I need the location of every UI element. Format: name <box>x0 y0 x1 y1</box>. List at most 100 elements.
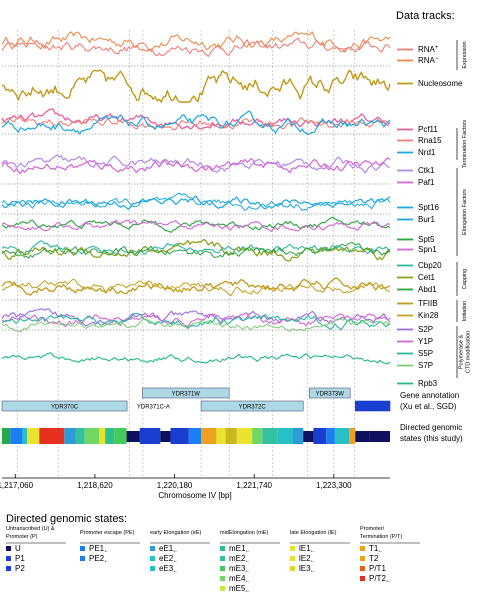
state-segment-12 <box>139 428 161 444</box>
gene-label-ydr373w: YDR373W <box>316 392 345 398</box>
state-swatch-me2 <box>220 556 225 561</box>
track-s2p-line <box>1 308 391 327</box>
category-label-0: Expression <box>462 41 468 68</box>
legend-label-s7p: S7P <box>418 361 433 370</box>
gene-annotation-label-0: Gene annotation <box>400 391 459 400</box>
gene-box-ydr370c <box>1 400 128 412</box>
state-segment-27 <box>334 428 350 444</box>
track-rpb3-line <box>1 352 391 365</box>
state-segment-19 <box>236 428 253 444</box>
legend-label-nrd1: Nrd1 <box>418 148 436 157</box>
track-spt5-line <box>1 216 391 233</box>
state-swatch-p1 <box>6 556 11 561</box>
state-segment-26 <box>326 428 335 444</box>
gene-box-unlabeled <box>354 400 391 412</box>
track-bur1-line <box>1 192 391 211</box>
state-label-ee1: eE1+- <box>159 544 178 554</box>
state-segment-15 <box>188 428 202 444</box>
state-segment-17 <box>216 428 226 444</box>
state-swatch-me1 <box>220 546 225 551</box>
track-cet1-line <box>1 238 391 262</box>
x-tick-label-4: 1,223,300 <box>316 481 352 490</box>
state-swatch-pe2 <box>80 556 85 561</box>
legend-label-paf1: Paf1 <box>418 178 435 187</box>
state-swatch-p/t2 <box>360 576 365 581</box>
category-label-5: Polymerase & <box>459 335 465 370</box>
state-segment-13 <box>160 431 171 442</box>
legend-label-pcf11: Pcf11 <box>418 125 438 134</box>
state-swatch-me3 <box>220 566 225 571</box>
x-tick-label-1: 1,218,620 <box>77 481 113 490</box>
gene-label-ydr371w: YDR371W <box>172 392 201 398</box>
track-rna15-line <box>1 116 391 131</box>
state-swatch-u <box>6 546 11 551</box>
gene-label-ydr370c: YDR370C <box>51 405 79 411</box>
state-segment-24 <box>303 431 314 442</box>
track-nucleosome-line <box>1 69 391 103</box>
gene-box-ydr373w <box>309 387 351 399</box>
states-label-0: Directed genomic <box>400 423 462 432</box>
legend-label-nucleosome: Nucleosome <box>418 79 463 88</box>
legend-label-spt5: Spt5 <box>418 235 435 244</box>
gene-label-ydr371c-a: YDR371C-A <box>137 405 170 411</box>
category-label-2: Elongation Factors <box>462 189 468 235</box>
legend-label-cbp20: Cbp20 <box>418 261 442 270</box>
state-label-me5: mE5+- <box>229 584 250 594</box>
state-segment-22 <box>277 428 293 444</box>
state-label-p2: P2 <box>15 564 25 573</box>
category-label-3: Capping <box>462 269 468 290</box>
x-axis: Chromosome IV [bp] 1,217,060 1,218,620 1,2… <box>0 474 390 500</box>
x-tick-label-2: 1,220,180 <box>157 481 193 490</box>
state-label-pe2: PE2+- <box>89 554 108 564</box>
state-label-p/t2: P/T2+- <box>369 574 390 584</box>
legend-label-s2p: S2P <box>418 325 433 334</box>
track-nrd1-line <box>1 110 391 135</box>
state-segment-10 <box>114 428 127 444</box>
directed-states-title: Directed genomic states: <box>6 513 127 525</box>
state-group-heading-2: early Elongation (eE) <box>150 530 202 536</box>
legend-label-y1p: Y1P <box>418 337 433 346</box>
state-label-ee2: eE2+- <box>159 554 178 564</box>
x-tick-label-0: 1,217,060 <box>0 481 34 490</box>
gene-label-ydr372c: YDR372C <box>239 405 267 411</box>
gene-box-ydr371w <box>142 387 230 399</box>
track-abd1-line <box>1 242 391 259</box>
state-swatch-t2 <box>360 556 365 561</box>
legend-label-s5p: S5P <box>418 349 433 358</box>
state-swatch-le3 <box>290 566 295 571</box>
state-label-le3: lE3+- <box>299 564 315 574</box>
state-group-heading-0: Untranscribed (U) & <box>6 526 55 532</box>
state-swatch-ee1 <box>150 546 155 551</box>
track-kin28-line <box>1 278 391 297</box>
state-segment-9 <box>105 428 115 444</box>
state-segment-11 <box>126 431 140 442</box>
state-label-pe1: PE1+- <box>89 544 108 554</box>
track-s5p-line <box>1 312 391 331</box>
state-segment-0 <box>2 428 11 444</box>
legend-label-ctk1: Ctk1 <box>418 166 435 175</box>
legend-label-abd1: Abd1 <box>418 285 437 294</box>
legend-label-rna: RNA+ <box>418 45 439 54</box>
state-segment-18 <box>225 428 237 444</box>
state-label-p/t1: P/T1 <box>369 564 386 573</box>
legend-label-cet1: Cet1 <box>418 273 435 282</box>
state-label-me4: mE4+- <box>229 574 250 584</box>
category-label-5: CTD modification <box>466 331 472 373</box>
track-rna-minus-line <box>1 31 391 53</box>
state-label-p1: P1 <box>15 554 25 563</box>
state-swatch-le2 <box>290 556 295 561</box>
state-segment-23 <box>293 428 304 444</box>
state-swatch-ee3 <box>150 566 155 571</box>
state-swatch-p/t1 <box>360 566 365 571</box>
state-segment-28 <box>349 428 356 444</box>
state-swatch-p2 <box>6 566 11 571</box>
state-swatch-me4 <box>220 576 225 581</box>
state-segment-3 <box>27 428 40 444</box>
legend-label-rna15: Rna15 <box>418 136 442 145</box>
state-swatch-le1 <box>290 546 295 551</box>
state-segment-2 <box>22 428 28 444</box>
state-segment-5 <box>64 428 76 444</box>
state-label-u: U <box>15 544 21 553</box>
state-group-heading-5: Promoter/ <box>360 526 385 532</box>
directed-states-legend: Directed genomic states: Untranscribed (… <box>6 513 420 594</box>
